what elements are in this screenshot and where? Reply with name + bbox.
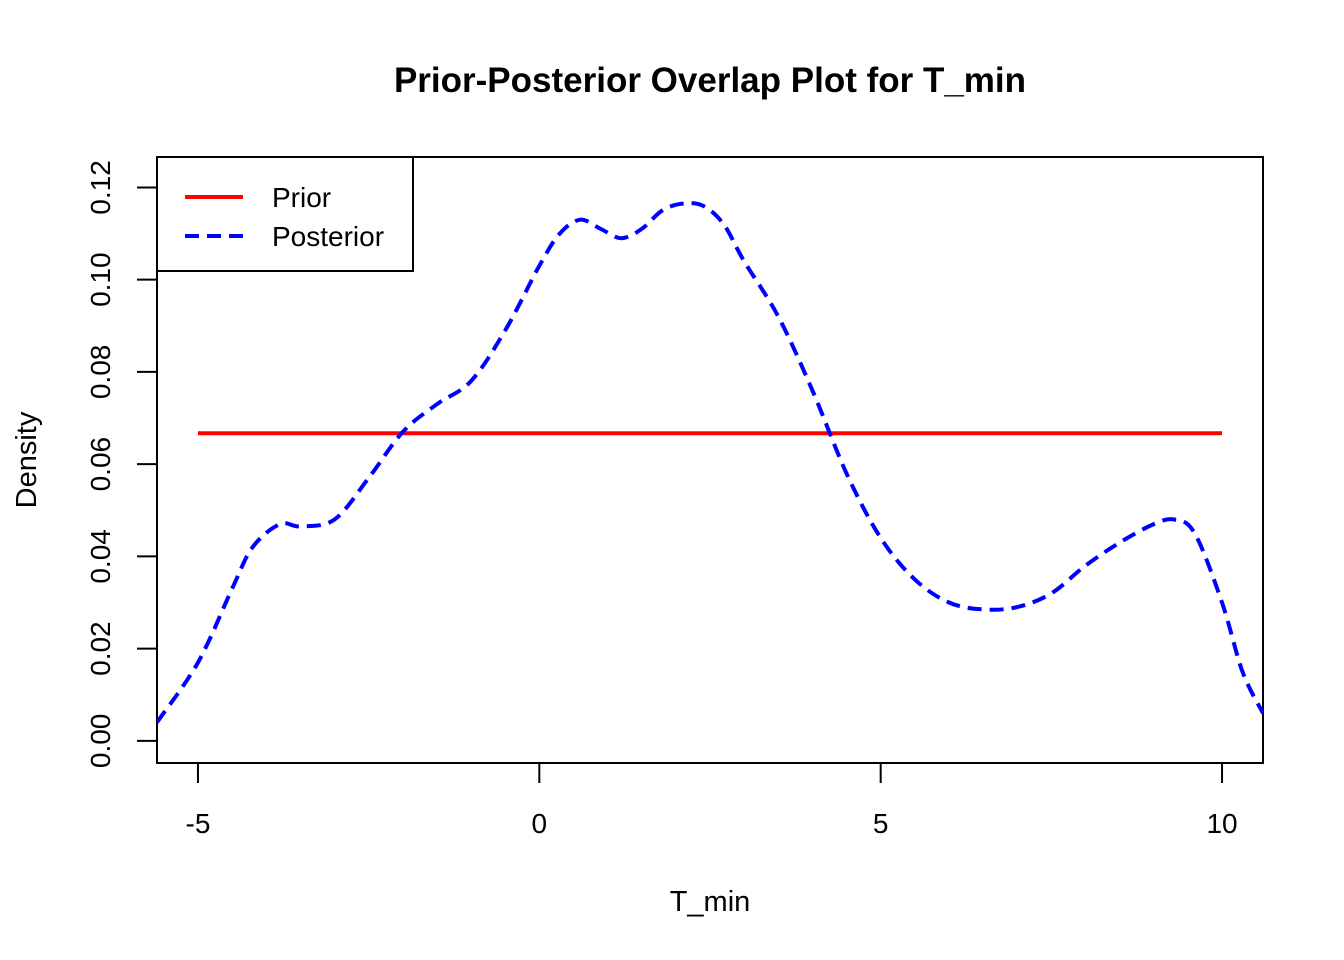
x-tick-label: 0 (532, 808, 548, 839)
y-tick-label: 0.04 (85, 529, 116, 584)
y-tick-label: 0.00 (85, 714, 116, 769)
y-tick-label: 0.06 (85, 437, 116, 492)
y-tick-label: 0.02 (85, 621, 116, 676)
series-line-posterior (157, 201, 1263, 724)
chart-title: Prior-Posterior Overlap Plot for T_min (394, 61, 1026, 100)
y-tick-label: 0.08 (85, 345, 116, 400)
y-tick-label: 0.10 (85, 252, 116, 307)
x-axis: -5 0 5 10 (186, 762, 1238, 839)
y-tick-label: 0.12 (85, 160, 116, 215)
x-tick-label: -5 (186, 808, 211, 839)
y-axis: 0.00 0.02 0.04 0.06 0.08 0.10 0.12 (85, 160, 158, 769)
x-axis-label: T_min (670, 886, 751, 918)
x-tick-label: 10 (1206, 808, 1237, 839)
legend-box (156, 156, 414, 272)
legend: Prior Posterior (156, 156, 414, 272)
legend-posterior-label: Posterior (272, 221, 384, 252)
x-tick-label: 5 (873, 808, 889, 839)
y-axis-label: Density (11, 411, 43, 508)
series-layer (157, 201, 1263, 724)
legend-prior-label: Prior (272, 182, 331, 213)
